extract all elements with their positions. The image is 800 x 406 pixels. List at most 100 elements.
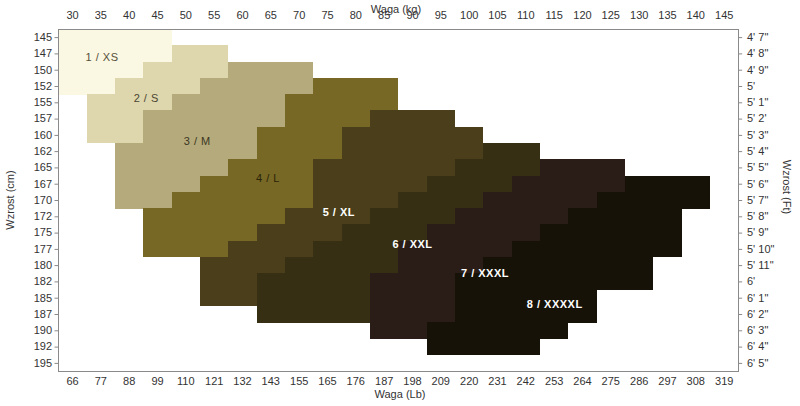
band-XS-label: 1 / XS	[86, 51, 119, 63]
band-L-cell	[313, 78, 398, 95]
ft-tick-label: 6' 5"	[747, 357, 768, 369]
band-L-label: 4 / L	[256, 172, 280, 184]
kg-tick-label: 80	[350, 9, 362, 21]
kg-tick-label: 55	[208, 9, 220, 21]
left-tick-mark	[55, 86, 59, 87]
ft-tick-label: 6'	[747, 275, 755, 287]
kg-tick-label: 140	[687, 9, 705, 21]
cm-tick-label: 195	[34, 357, 52, 369]
band-L-cell	[285, 94, 398, 111]
right-tick-mark	[738, 363, 742, 364]
size-chart-page: 1 / XS2 / S3 / M4 / L5 / XL6 / XXL7 / XX…	[0, 0, 800, 406]
cm-tick-label: 172	[34, 210, 52, 222]
lb-tick-label: 66	[66, 375, 78, 387]
ft-tick-label: 5' 2'	[747, 112, 767, 124]
kg-tick-label: 125	[602, 9, 620, 21]
kg-tick-label: 60	[236, 9, 248, 21]
cm-tick-label: 180	[34, 259, 52, 271]
band-S-label: 2 / S	[134, 92, 159, 104]
ft-tick-label: 5' 6"	[747, 178, 768, 190]
lb-tick-label: 165	[318, 375, 336, 387]
right-tick-mark	[738, 184, 742, 185]
kg-tick-label: 75	[321, 9, 333, 21]
lb-tick-label: 220	[460, 375, 478, 387]
band-M-cell	[115, 159, 228, 176]
band-XS-cell	[58, 62, 143, 79]
band-L-cell	[257, 127, 342, 144]
kg-tick-label: 35	[95, 9, 107, 21]
cm-tick-label: 192	[34, 340, 52, 352]
kg-tick-label: 145	[715, 9, 733, 21]
band-XL-cell	[313, 159, 455, 176]
lb-tick-label: 264	[573, 375, 591, 387]
band-XXXXL-cell	[568, 208, 681, 225]
band-L-cell	[172, 192, 314, 209]
right-tick-mark	[738, 281, 742, 282]
cm-tick-label: 160	[34, 129, 52, 141]
band-XXL-cell	[427, 176, 512, 193]
kg-tick-label: 50	[180, 9, 192, 21]
kg-tick-label: 30	[66, 9, 78, 21]
band-XL-cell	[200, 290, 257, 307]
band-XXXXL-cell	[512, 241, 682, 258]
top-axis-line	[58, 29, 738, 30]
band-XXXL-cell	[512, 176, 625, 193]
right-tick-mark	[738, 233, 742, 234]
left-axis-line	[58, 29, 59, 371]
lb-tick-label: 99	[151, 375, 163, 387]
lb-tick-label: 132	[233, 375, 251, 387]
lb-tick-label: 297	[658, 375, 676, 387]
band-XL-cell	[313, 176, 426, 193]
band-XXL-cell	[455, 159, 540, 176]
band-S-cell	[87, 110, 144, 127]
cm-tick-label: 165	[34, 161, 52, 173]
band-M-cell	[115, 192, 172, 209]
band-XXL-cell	[370, 208, 455, 225]
right-tick-mark	[738, 37, 742, 38]
cm-tick-label: 170	[34, 194, 52, 206]
lb-tick-label: 121	[205, 375, 223, 387]
ft-tick-label: 6' 3"	[747, 324, 768, 336]
band-L-cell	[143, 241, 228, 258]
right-tick-mark	[738, 314, 742, 315]
band-XXXXL-label: 8 / XXXXL	[527, 298, 583, 310]
left-tick-mark	[55, 216, 59, 217]
right-tick-mark	[738, 119, 742, 120]
lb-tick-label: 286	[630, 375, 648, 387]
lb-tick-label: 308	[687, 375, 705, 387]
lb-tick-label: 198	[403, 375, 421, 387]
band-M-cell	[200, 78, 313, 95]
band-XXL-label: 6 / XXL	[392, 238, 432, 250]
left-tick-mark	[55, 363, 59, 364]
left-tick-mark	[55, 37, 59, 38]
kg-tick-label: 135	[658, 9, 676, 21]
right-tick-mark	[738, 216, 742, 217]
cm-tick-label: 190	[34, 324, 52, 336]
left-tick-mark	[55, 200, 59, 201]
ft-tick-label: 5' 11"	[747, 259, 774, 271]
right-tick-mark	[738, 249, 742, 250]
size-chart: 1 / XS2 / S3 / M4 / L5 / XL6 / XXL7 / XX…	[0, 0, 800, 406]
ft-tick-label: 5'	[747, 80, 755, 92]
left-tick-mark	[55, 281, 59, 282]
band-XL-cell	[370, 110, 455, 127]
kg-tick-label: 115	[545, 9, 563, 21]
band-XL-cell	[257, 224, 342, 241]
right-tick-mark	[738, 86, 742, 87]
cm-tick-label: 155	[34, 96, 52, 108]
left-axis-title: Wzrost (cm)	[4, 170, 16, 229]
ft-tick-label: 4' 9"	[747, 64, 768, 76]
lb-tick-label: 110	[177, 375, 195, 387]
band-M-cell	[143, 110, 285, 127]
cm-tick-label: 182	[34, 275, 52, 287]
lb-tick-label: 155	[290, 375, 308, 387]
lb-tick-label: 242	[517, 375, 535, 387]
lb-tick-label: 143	[262, 375, 280, 387]
cm-tick-label: 150	[34, 64, 52, 76]
band-XXXL-cell	[370, 306, 455, 323]
band-XXL-cell	[257, 290, 370, 307]
band-XL-cell	[228, 241, 313, 258]
kg-tick-label: 110	[517, 9, 535, 21]
cm-tick-label: 152	[34, 80, 52, 92]
band-M-cell	[228, 62, 313, 79]
